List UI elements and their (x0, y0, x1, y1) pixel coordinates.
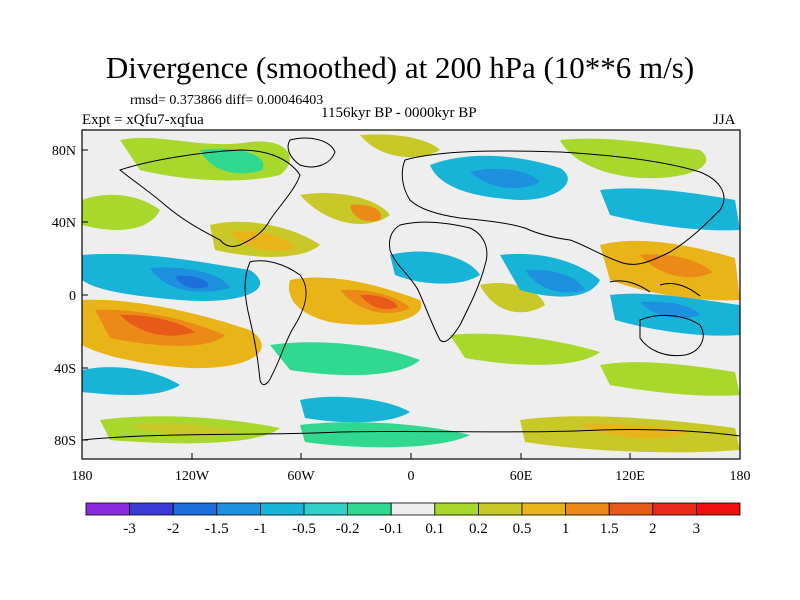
coastline-europe-asia (401, 150, 725, 265)
colorbar-label: -0.5 (292, 521, 316, 537)
contour-region (300, 422, 470, 448)
contour-region (360, 294, 398, 310)
lon-tick-label: 60E (510, 469, 533, 484)
lat-tick-label: 40S (54, 362, 76, 377)
colorbar-swatch (129, 502, 174, 516)
coastlines (82, 137, 740, 441)
contour-region (360, 134, 440, 158)
colorbar: -3 -2 -1.5 -1 -0.5 -0.2 -0.1 0.1 0.2 0.5 1 1.5 2 3 (85, 502, 741, 537)
period-label: 1156kyr BP - 0000kyr BP (321, 105, 477, 121)
contour-region (82, 194, 160, 230)
lat-tick-label: 80S (54, 434, 76, 449)
colorbar-label: 0.1 (425, 521, 444, 537)
contour-region (600, 188, 740, 231)
contour-region (600, 362, 740, 396)
colorbar-swatch (652, 502, 697, 516)
contour-region (470, 168, 540, 188)
latitude-axis: 80N 40N 0 40S 80S (52, 144, 88, 449)
colorbar-swatch (565, 502, 610, 516)
colorbar-swatch (696, 502, 741, 516)
contour-region (300, 396, 410, 423)
coastline-south-america (244, 260, 307, 386)
lon-tick-label: 180 (72, 469, 93, 484)
colorbar-label: 3 (693, 521, 701, 537)
colorbar-swatch (390, 502, 436, 516)
contour-region (175, 275, 209, 289)
lon-tick-label: 120W (175, 469, 210, 484)
longitude-axis: 180 120W 60W 0 60E 120E 180 (72, 453, 751, 484)
lon-tick-label: 60W (287, 469, 315, 484)
colorbar-swatch (347, 502, 392, 516)
coastline-antarctica (82, 428, 740, 441)
lon-tick-label: 120E (615, 469, 645, 484)
colorbar-label: 1 (562, 521, 570, 537)
colorbar-label: -0.1 (379, 521, 403, 537)
colorbar-label: -2 (167, 521, 180, 537)
colorbar-swatch (172, 502, 218, 516)
lat-tick-label: 80N (52, 144, 76, 159)
colorbar-label: 2 (649, 521, 657, 537)
colorbar-swatch (216, 502, 261, 516)
colorbar-label: -0.2 (336, 521, 360, 537)
contour-region (640, 254, 712, 278)
rmsd-diff-stats: rmsd= 0.373866 diff= 0.00046403 (130, 93, 324, 108)
contour-region (200, 148, 264, 174)
contour-region (270, 342, 420, 376)
contour-region (390, 251, 480, 284)
colorbar-label: 1.5 (600, 521, 619, 537)
colorbar-swatch (434, 502, 479, 516)
lat-tick-label: 40N (52, 216, 76, 231)
map-title: Divergence (smoothed) at 200 hPa (10**6 … (105, 50, 695, 85)
lon-tick-label: 180 (730, 469, 751, 484)
colorbar-label: 0.5 (513, 521, 532, 537)
contour-region (525, 269, 585, 293)
contour-region (230, 231, 295, 252)
contour-region (130, 423, 240, 437)
coastline-africa (389, 221, 488, 343)
lat-tick-label: 0 (69, 289, 76, 304)
season-label: JJA (713, 112, 736, 128)
colorbar-swatch (521, 502, 566, 516)
coastline-greenland (287, 137, 336, 168)
contour-region (120, 314, 195, 336)
contour-region (350, 204, 381, 222)
experiment-label: Expt = xQfu7-xqfua (82, 112, 204, 128)
lon-tick-label: 0 (408, 469, 415, 484)
colorbar-swatch (608, 502, 654, 516)
contour-region (640, 301, 700, 319)
contour-region (450, 333, 600, 365)
divergence-contour-fills (82, 134, 740, 453)
colorbar-swatch (303, 502, 348, 516)
colorbar-swatch (259, 502, 305, 516)
colorbar-label: -1.5 (205, 521, 229, 537)
contour-region (82, 367, 180, 396)
colorbar-label: -3 (123, 521, 136, 537)
colorbar-swatch (85, 502, 130, 516)
colorbar-label: -1 (254, 521, 267, 537)
contour-region (580, 423, 690, 439)
coastline-north-america (118, 149, 301, 247)
colorbar-swatch (477, 502, 523, 516)
colorbar-label: 0.2 (469, 521, 488, 537)
coastline-australia (639, 315, 704, 357)
coastline-maritime-continent (609, 280, 701, 297)
